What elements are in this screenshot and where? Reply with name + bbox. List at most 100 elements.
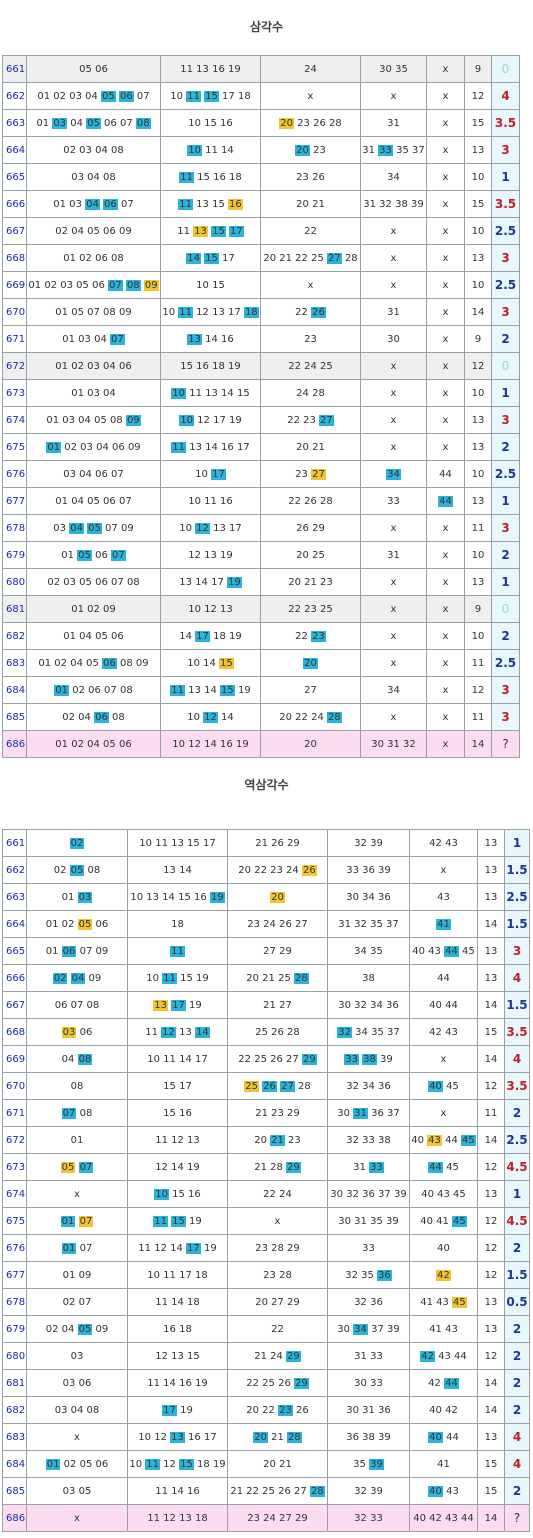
- highlighted-number-blue: 32: [337, 1026, 352, 1038]
- result-cell: 2.5: [491, 217, 520, 245]
- result-cell: 1.5: [504, 1261, 530, 1289]
- table-row: 684 01 02 06 07 08 11 13 14 15 19 27 34 x 12 3: [2, 676, 520, 704]
- round-number: 677: [2, 487, 27, 515]
- result-cell: 2.5: [491, 271, 520, 299]
- highlighted-number-blue: 33: [369, 1161, 384, 1173]
- highlighted-number-blue: 07: [111, 549, 126, 561]
- result-cell: 1.5: [504, 856, 530, 884]
- number-group-5: 44: [426, 460, 465, 488]
- number-group-2: 10 11 16: [160, 487, 261, 515]
- table-row: 666 02 04 09 10 11 15 19 20 21 25 28 38 44 13 4: [2, 964, 530, 992]
- highlighted-number-blue: 17: [186, 1242, 201, 1254]
- highlighted-number-blue: 06: [61, 945, 77, 957]
- highlighted-number-yellow: 13: [193, 225, 208, 237]
- number-group-1: 05 06: [26, 55, 161, 83]
- table-row: 665 01 06 07 09 11 27 29 34 35 40 43 44 45 13 3: [2, 937, 530, 965]
- number-group-2: 12 14 19: [127, 1153, 228, 1181]
- highlighted-number-blue: 15: [220, 684, 235, 696]
- table-row: 675 01 02 03 04 06 09 11 13 14 16 17 20 21 x…: [2, 433, 520, 461]
- highlighted-number-yellow: 42: [436, 1269, 451, 1281]
- number-group-5: x: [426, 568, 465, 596]
- highlighted-number-blue: 11: [178, 306, 193, 318]
- highlighted-number-blue: 05: [77, 1323, 93, 1335]
- number-group-1: 07 08: [26, 1099, 128, 1127]
- count-cell: 10: [464, 541, 492, 569]
- number-group-1: 01 03 04: [26, 379, 161, 407]
- number-group-5: x: [426, 271, 465, 299]
- number-group-1: 02 05 08: [26, 856, 128, 884]
- number-group-2: 10 11 15 19: [127, 964, 228, 992]
- number-group-3: 20 23: [260, 136, 361, 164]
- result-cell: 0.5: [504, 1288, 530, 1316]
- number-group-5: x: [426, 217, 465, 245]
- number-group-4: 31 33: [327, 1153, 410, 1181]
- table-row: 668 03 06 11 12 13 14 25 26 28 32 34 35 37 42…: [2, 1018, 530, 1046]
- number-group-4: 34: [360, 676, 427, 704]
- highlighted-number-blue: 10: [171, 387, 187, 399]
- number-group-3: 22 26 28: [260, 487, 361, 515]
- result-cell: 3.5: [491, 190, 520, 218]
- highlighted-number-blue: 04: [70, 972, 86, 984]
- round-number: 671: [2, 1099, 27, 1127]
- number-group-3: 22: [260, 217, 361, 245]
- number-group-3: 20 21 23: [227, 1126, 328, 1154]
- round-number: 672: [2, 1126, 27, 1154]
- count-cell: 12: [464, 676, 492, 704]
- highlighted-number-blue: 01: [45, 1458, 61, 1470]
- number-group-4: 32 35 36: [327, 1261, 410, 1289]
- table-row: 674 01 03 04 05 08 09 10 12 17 19 22 23 27 x…: [2, 406, 520, 434]
- number-group-1: 01 03: [26, 883, 128, 911]
- number-group-5: x: [426, 136, 465, 164]
- result-cell: 2: [491, 433, 520, 461]
- number-group-2: 12 13 19: [160, 541, 261, 569]
- number-group-1: 01 05 07 08 09: [26, 298, 161, 326]
- number-group-4: x: [360, 406, 427, 434]
- round-number: 684: [2, 676, 27, 704]
- triangular-table-body: 661 05 06 11 13 16 19 24 30 35 x 9 0 662 01 02 03…: [2, 55, 520, 758]
- number-group-2: 11 12 13 14: [127, 1018, 228, 1046]
- round-number: 675: [2, 1207, 27, 1235]
- number-group-4: 31: [360, 109, 427, 137]
- table-row: 685 03 05 11 14 16 21 22 25 26 27 28 32 39 40…: [2, 1477, 530, 1505]
- number-group-4: x: [360, 271, 427, 299]
- number-group-4: 34 35: [327, 937, 410, 965]
- number-group-4: 34: [360, 163, 427, 191]
- number-group-5: 40 43: [409, 1477, 478, 1505]
- highlighted-number-blue: 17: [162, 1404, 177, 1416]
- round-number: 664: [2, 910, 27, 938]
- highlighted-number-blue: 21: [270, 1134, 285, 1146]
- highlighted-number-blue: 34: [353, 1323, 368, 1335]
- round-number: 663: [2, 883, 27, 911]
- highlighted-number-blue: 41: [436, 918, 451, 930]
- round-number: 679: [2, 541, 27, 569]
- highlighted-number-blue: 29: [301, 1053, 317, 1065]
- highlighted-number-blue: 19: [209, 891, 225, 903]
- highlighted-number-blue: 11: [171, 441, 187, 453]
- number-group-2: 11 14 18: [127, 1288, 228, 1316]
- number-group-4: 32 39: [327, 1477, 410, 1505]
- round-number: 682: [2, 1396, 27, 1424]
- triangular-table: 661 05 06 11 13 16 19 24 30 35 x 9 0 662 01 02 03…: [2, 55, 520, 758]
- table-row: 664 01 02 05 06 18 23 24 26 27 31 32 35 37 41…: [2, 910, 530, 938]
- table-row: 668 01 02 06 08 14 15 17 20 21 22 25 27 28 x…: [2, 244, 520, 272]
- result-cell: 4: [504, 1423, 530, 1451]
- number-group-3: x: [227, 1207, 328, 1235]
- result-cell: 3: [491, 406, 520, 434]
- number-group-2: 11 15 16 18: [160, 163, 261, 191]
- number-group-4: 34: [360, 460, 427, 488]
- round-number: 676: [2, 1234, 27, 1262]
- number-group-1: x: [26, 1180, 128, 1208]
- number-group-1: 02 03 05 06 07 08: [26, 568, 161, 596]
- number-group-4: x: [360, 244, 427, 272]
- number-group-1: 02 03 04 08: [26, 136, 161, 164]
- number-group-5: 40 43 45: [409, 1180, 478, 1208]
- number-group-2: 10 17: [160, 460, 261, 488]
- number-group-1: 01 03 04 05 06 07 08: [26, 109, 161, 137]
- count-cell: 15: [477, 1018, 505, 1046]
- highlighted-number-blue: 12: [195, 522, 210, 534]
- result-cell: 1: [491, 568, 520, 596]
- table-row: 673 05 07 12 14 19 21 28 29 31 33 44 45 12 4.5: [2, 1153, 530, 1181]
- highlighted-number-blue: 15: [179, 1458, 194, 1470]
- table-row: 679 01 05 06 07 12 13 19 20 25 31 x 10 2: [2, 541, 520, 569]
- highlighted-number-blue: 10: [179, 414, 194, 426]
